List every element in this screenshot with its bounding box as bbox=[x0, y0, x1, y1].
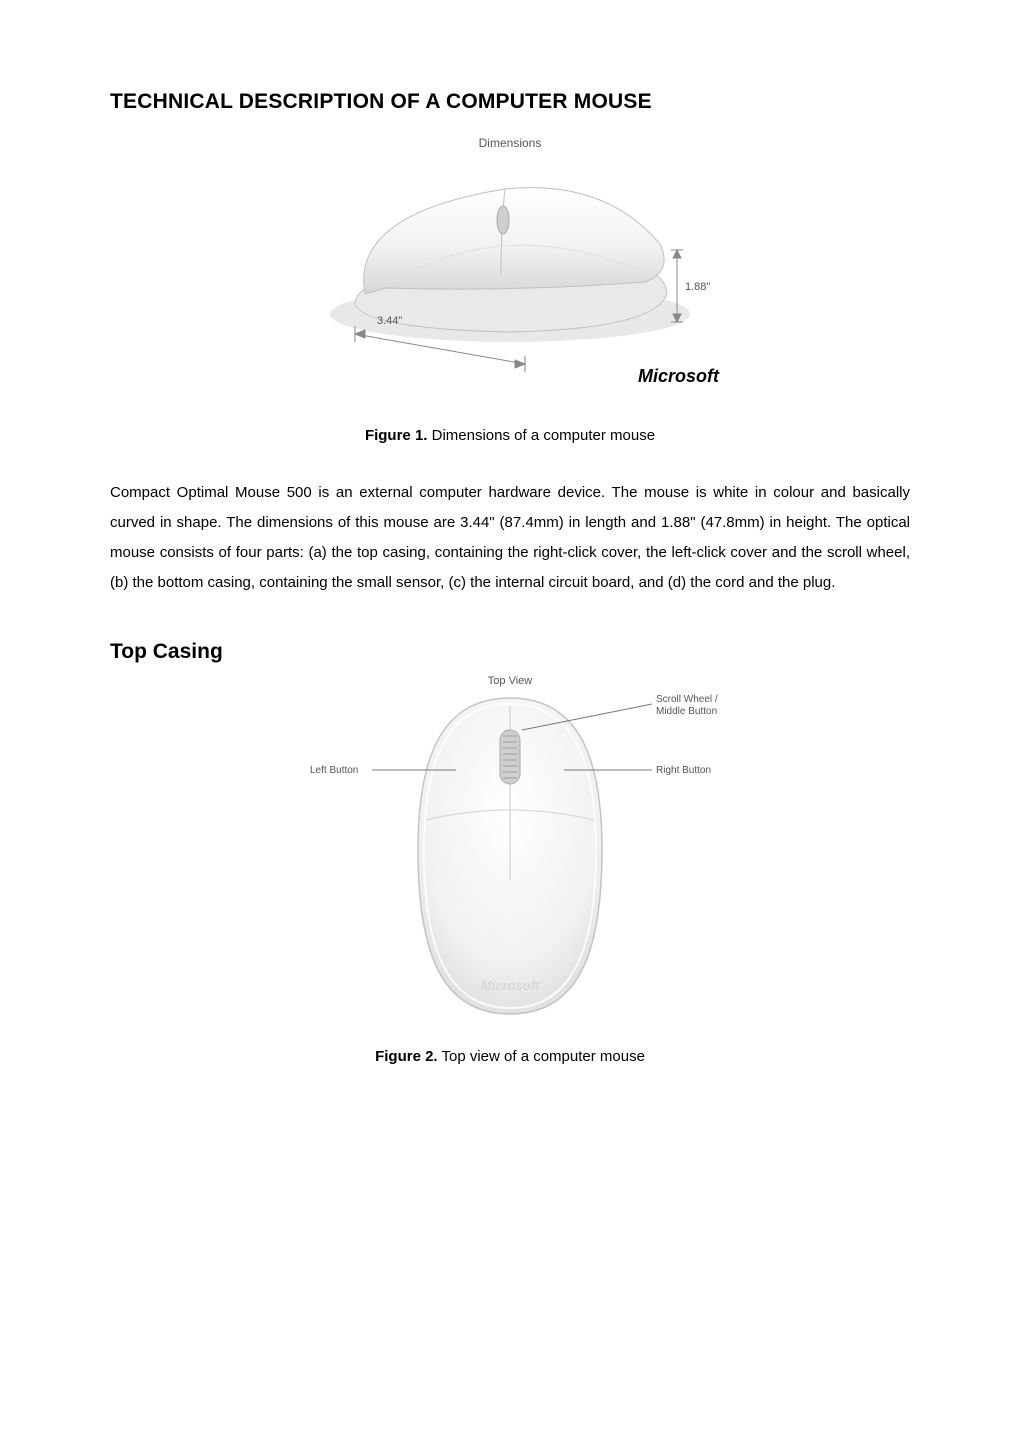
figure-1-header-label: Dimensions bbox=[295, 136, 725, 150]
document-page: TECHNICAL DESCRIPTION OF A COMPUTER MOUS… bbox=[0, 0, 1020, 1442]
figure-2-caption-bold: Figure 2. bbox=[375, 1048, 438, 1065]
figure-2-caption: Figure 2. Top view of a computer mouse bbox=[110, 1048, 910, 1065]
figure-1-length-label: 3.44" bbox=[377, 315, 402, 327]
figure-2-graphic: Top View bbox=[250, 670, 770, 1030]
figure-2: Top View bbox=[110, 670, 910, 1065]
figure-1-caption: Figure 1. Dimensions of a computer mouse bbox=[110, 427, 910, 444]
section-top-casing-title: Top Casing bbox=[110, 640, 910, 664]
figure-1-graphic: Dimensions bbox=[295, 132, 725, 387]
figure-1-caption-bold: Figure 1. bbox=[365, 427, 428, 444]
figure-1-height-label: 1.88" bbox=[685, 281, 710, 293]
left-button-label: Left Button bbox=[310, 765, 358, 776]
mouse-top-view-icon: Top View bbox=[250, 670, 770, 1030]
figure-2-watermark: Microsoft bbox=[481, 978, 540, 993]
scroll-wheel-label-line1: Scroll Wheel / bbox=[656, 694, 718, 705]
figure-2-header-label: Top View bbox=[488, 675, 532, 687]
scroll-wheel-label-line2: Middle Button bbox=[656, 706, 717, 717]
figure-2-caption-text: Top view of a computer mouse bbox=[438, 1048, 645, 1065]
intro-paragraph: Compact Optimal Mouse 500 is an external… bbox=[110, 478, 910, 598]
page-title: TECHNICAL DESCRIPTION OF A COMPUTER MOUS… bbox=[110, 90, 910, 114]
figure-1-caption-text: Dimensions of a computer mouse bbox=[427, 427, 655, 444]
brand-logo: Microsoft bbox=[295, 366, 725, 387]
figure-1: Dimensions bbox=[110, 132, 910, 444]
mouse-perspective-icon: 3.44" 1.88" bbox=[295, 154, 725, 374]
right-button-label: Right Button bbox=[656, 765, 711, 776]
